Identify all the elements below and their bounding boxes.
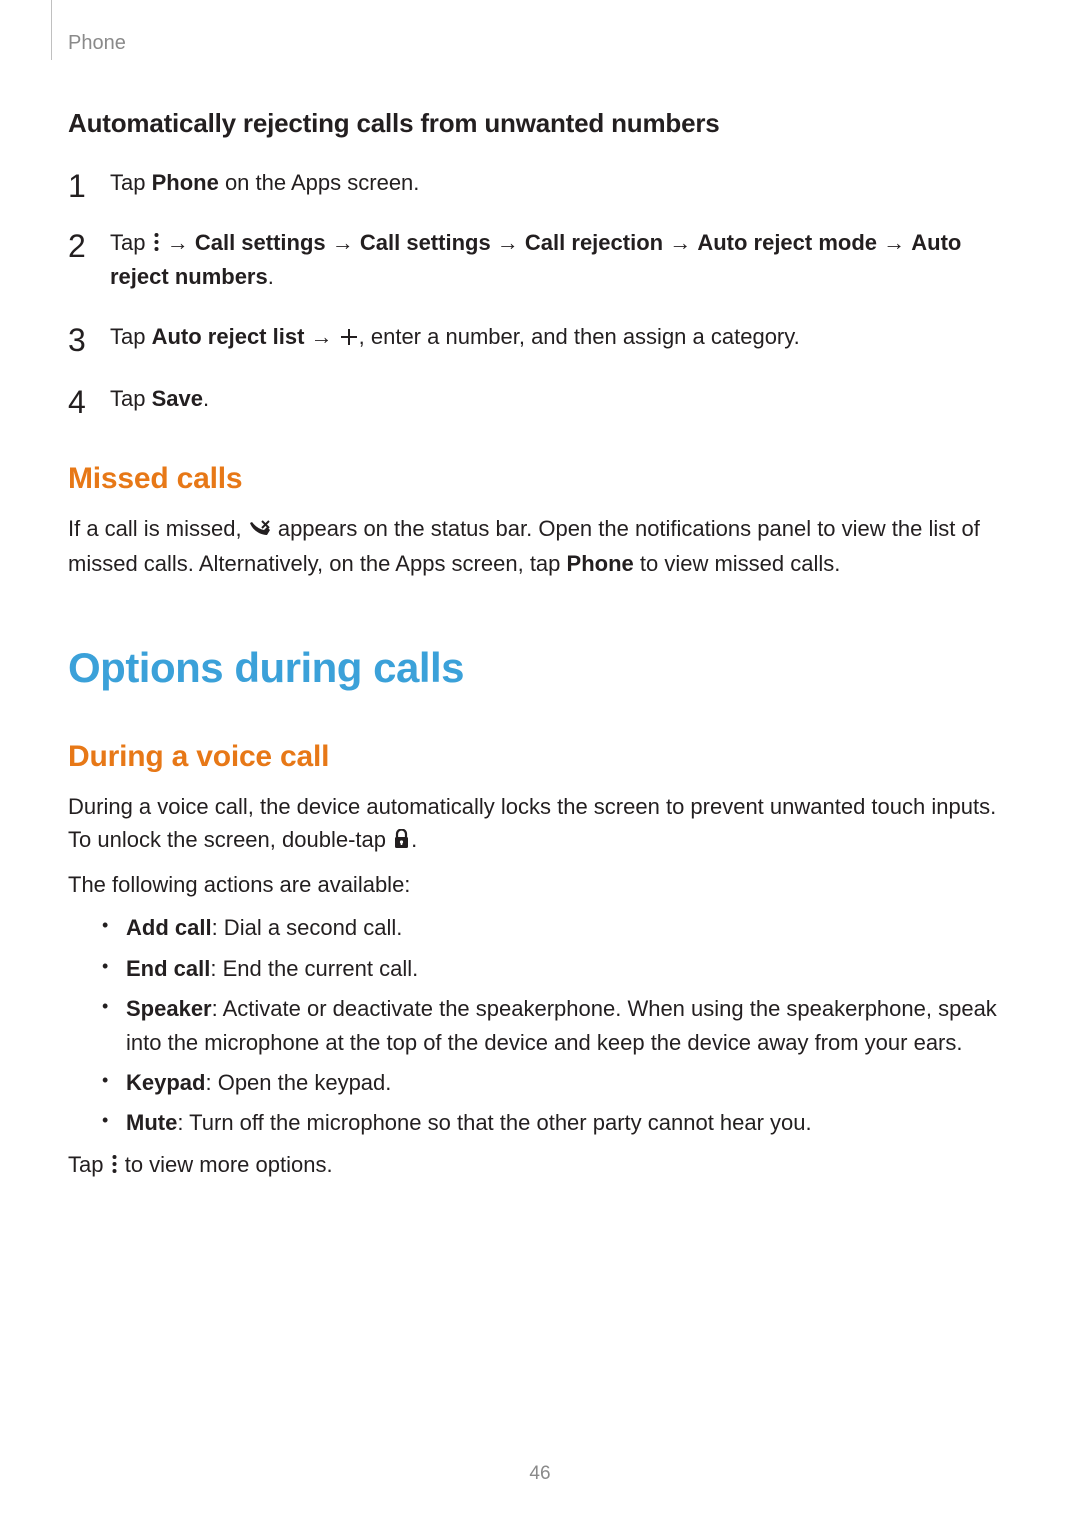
page-title: Options during calls — [68, 644, 1012, 692]
item-text: : Open the keypad. — [205, 1070, 391, 1095]
section-subtitle-auto-reject: Automatically rejecting calls from unwan… — [68, 108, 1012, 139]
missed-calls-paragraph: If a call is missed, appears on the stat… — [68, 512, 1012, 580]
steps-list: Tap Phone on the Apps screen. Tap → Call… — [68, 167, 1012, 414]
text: to view missed calls. — [634, 551, 841, 576]
item-text: : End the current call. — [210, 956, 418, 981]
more-options-icon — [153, 229, 160, 261]
voice-call-paragraph-3: Tap to view more options. — [68, 1148, 1012, 1183]
text: . — [411, 827, 417, 852]
item-bold: Speaker — [126, 996, 212, 1021]
text-bold: Phone — [567, 551, 634, 576]
step-text: . — [268, 264, 274, 289]
item-text: : Dial a second call. — [212, 915, 403, 940]
more-options-icon — [111, 1150, 118, 1183]
section-heading-missed-calls: Missed calls — [68, 462, 1012, 496]
voice-call-paragraph-2: The following actions are available: — [68, 868, 1012, 901]
step-text: Tap — [110, 386, 152, 411]
arrow: → — [161, 230, 195, 255]
step-3: Tap Auto reject list → , enter a number,… — [68, 321, 1012, 355]
step-4: Tap Save. — [68, 383, 1012, 415]
step-bold: Call settings — [195, 230, 326, 255]
arrow: → — [663, 230, 697, 255]
sidebar-divider — [51, 0, 52, 60]
item-text: : Activate or deactivate the speakerphon… — [126, 996, 997, 1055]
actions-list: Add call: Dial a second call. End call: … — [98, 911, 1012, 1140]
step-text: , enter a number, and then assign a cate… — [359, 324, 800, 349]
list-item: Keypad: Open the keypad. — [98, 1066, 1012, 1100]
lock-icon — [393, 825, 410, 858]
arrow: → — [304, 324, 338, 349]
item-bold: Add call — [126, 915, 212, 940]
step-2: Tap → Call settings → Call settings → Ca… — [68, 227, 1012, 293]
list-item: End call: End the current call. — [98, 952, 1012, 986]
step-1: Tap Phone on the Apps screen. — [68, 167, 1012, 199]
step-bold: Auto reject mode — [697, 230, 877, 255]
list-item: Add call: Dial a second call. — [98, 911, 1012, 945]
list-item: Mute: Turn off the microphone so that th… — [98, 1106, 1012, 1140]
section-heading-voice-call: During a voice call — [68, 740, 1012, 774]
text: During a voice call, the device automati… — [68, 794, 996, 852]
arrow: → — [491, 230, 525, 255]
text: Tap — [68, 1152, 110, 1177]
arrow: → — [326, 230, 360, 255]
step-bold: Save — [152, 386, 203, 411]
plus-icon — [340, 323, 358, 355]
step-text: Tap — [110, 170, 152, 195]
voice-call-paragraph-1: During a voice call, the device automati… — [68, 790, 1012, 858]
step-text: . — [203, 386, 209, 411]
missed-call-icon — [249, 514, 271, 547]
step-bold: Phone — [152, 170, 219, 195]
page-content: Automatically rejecting calls from unwan… — [68, 108, 1012, 1193]
item-bold: Mute — [126, 1110, 177, 1135]
text: If a call is missed, — [68, 516, 248, 541]
step-bold: Call rejection — [525, 230, 663, 255]
item-text: : Turn off the microphone so that the ot… — [177, 1110, 811, 1135]
arrow: → — [877, 230, 911, 255]
text: to view more options. — [119, 1152, 333, 1177]
step-text: Tap — [110, 230, 152, 255]
page-number: 46 — [0, 1463, 1080, 1485]
list-item: Speaker: Activate or deactivate the spea… — [98, 992, 1012, 1060]
breadcrumb: Phone — [68, 32, 126, 55]
step-text: Tap — [110, 324, 152, 349]
step-text: on the Apps screen. — [219, 170, 420, 195]
step-bold: Call settings — [360, 230, 491, 255]
step-bold: Auto reject list — [152, 324, 305, 349]
item-bold: Keypad — [126, 1070, 205, 1095]
item-bold: End call — [126, 956, 210, 981]
